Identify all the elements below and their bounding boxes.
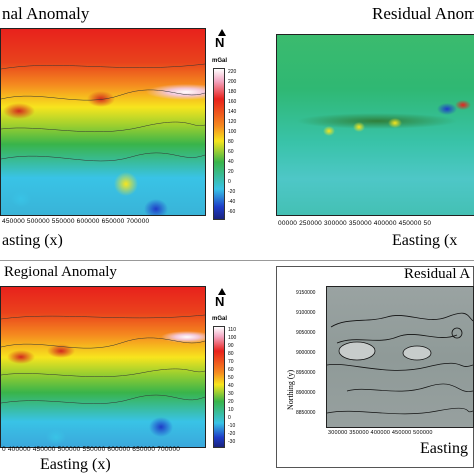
colorbar-tick: 140	[228, 109, 237, 115]
colorbar-tick: -20	[228, 431, 236, 437]
colorbar-tick: -10	[228, 423, 236, 429]
colorbar-tick: 200	[228, 79, 237, 85]
colorbar-tick: -20	[228, 189, 236, 195]
colorbar-tick: 220	[228, 69, 237, 75]
colorbar-tick: 60	[228, 149, 234, 155]
colorbar-ticks: 110 100 90 80 70 60 50 40 30 20 10 0 -10…	[228, 328, 248, 448]
colorbar-tick: 160	[228, 99, 237, 105]
y-axis-label: Northing (y)	[286, 369, 295, 410]
colorbar-ticks: 220 200 180 160 140 120 100 80 60 40 20 …	[228, 70, 248, 220]
colorbar-tick: 10	[228, 407, 234, 413]
x-axis-label: asting (x)	[2, 232, 63, 249]
colorbar-tick: 80	[228, 139, 234, 145]
panel-title: Regional Anomaly	[4, 264, 117, 280]
y-axis-ticks: 9150000 9100000 9050000 9000000 8950000 …	[296, 290, 326, 420]
residual-contour-map	[326, 286, 474, 428]
unit-label: mGal	[212, 58, 228, 64]
colorbar-tick: 80	[228, 351, 234, 357]
colorbar-tick: -60	[228, 209, 236, 215]
panel-title: Residual A	[404, 266, 471, 282]
x-axis-ticks: 00000 250000 300000 350000 400000 450000…	[278, 220, 432, 227]
north-arrow-icon	[218, 288, 226, 295]
regional-anomaly-map	[0, 286, 206, 448]
x-axis-label: Easting	[420, 440, 468, 457]
y-tick: 9150000	[296, 290, 316, 296]
residual-anomaly-map	[276, 34, 474, 216]
colorbar-tick: 40	[228, 159, 234, 165]
colorbar-tick: 0	[228, 415, 231, 421]
panel-title: Residual Anoma	[372, 4, 474, 23]
colorbar-tick: 50	[228, 375, 234, 381]
colorbar-tick: 30	[228, 391, 234, 397]
panel-regional-anomaly-top: nal Anomaly N mGal 220 200 180 160 140 1…	[0, 0, 250, 258]
colorbar-tick: 120	[228, 119, 237, 125]
y-tick: 9000000	[296, 350, 316, 356]
y-tick: 8850000	[296, 410, 316, 416]
colorbar-tick: -30	[228, 439, 236, 445]
colorbar	[213, 68, 225, 220]
unit-label: mGal	[212, 316, 228, 322]
north-label: N	[215, 35, 225, 50]
y-tick: 9050000	[296, 330, 316, 336]
north-label: N	[215, 294, 225, 309]
colorbar-tick: 20	[228, 399, 234, 405]
x-axis-ticks: 300000 350000 400000 450000 500000	[328, 430, 433, 436]
contour-lines	[327, 312, 473, 415]
y-tick: 9100000	[296, 310, 316, 316]
colorbar-tick: 180	[228, 89, 237, 95]
colorbar-tick: 110	[228, 327, 236, 333]
colorbar-tick: 60	[228, 367, 234, 373]
x-axis-ticks: 0 400000 450000 500000 550000 600000 650…	[2, 446, 181, 453]
panel-title: nal Anomaly	[2, 4, 90, 23]
y-tick: 8950000	[296, 370, 316, 376]
colorbar-tick: 100	[228, 335, 237, 341]
colorbar-tick: -40	[228, 199, 236, 205]
y-tick: 8900000	[296, 390, 316, 396]
panel-residual-anomaly-top: Residual Anoma 00000 250000 300000 35000…	[268, 0, 474, 258]
x-axis-ticks: 450000 500000 550000 600000 650000 70000…	[2, 218, 150, 225]
colorbar-tick: 0	[228, 179, 231, 185]
panel-residual-anomaly-bottom: Residual A Northing (y) 9150000 9100000 …	[270, 262, 474, 474]
colorbar-tick: 40	[228, 383, 234, 389]
colorbar-tick: 90	[228, 343, 234, 349]
panel-regional-anomaly-bottom: Regional Anomaly N mGal 110 100 90 80 70…	[0, 262, 250, 474]
colorbar-tick: 100	[228, 129, 237, 135]
contour-lines	[1, 314, 205, 404]
x-axis-label: Easting (x)	[40, 456, 111, 473]
colorbar-tick: 20	[228, 169, 234, 175]
regional-anomaly-map	[0, 28, 206, 216]
contour-lines	[1, 63, 205, 162]
north-arrow-icon	[218, 29, 226, 36]
colorbar	[213, 326, 225, 448]
section-divider	[0, 260, 474, 261]
x-axis-label: Easting (x	[392, 232, 458, 249]
colorbar-tick: 70	[228, 359, 234, 365]
